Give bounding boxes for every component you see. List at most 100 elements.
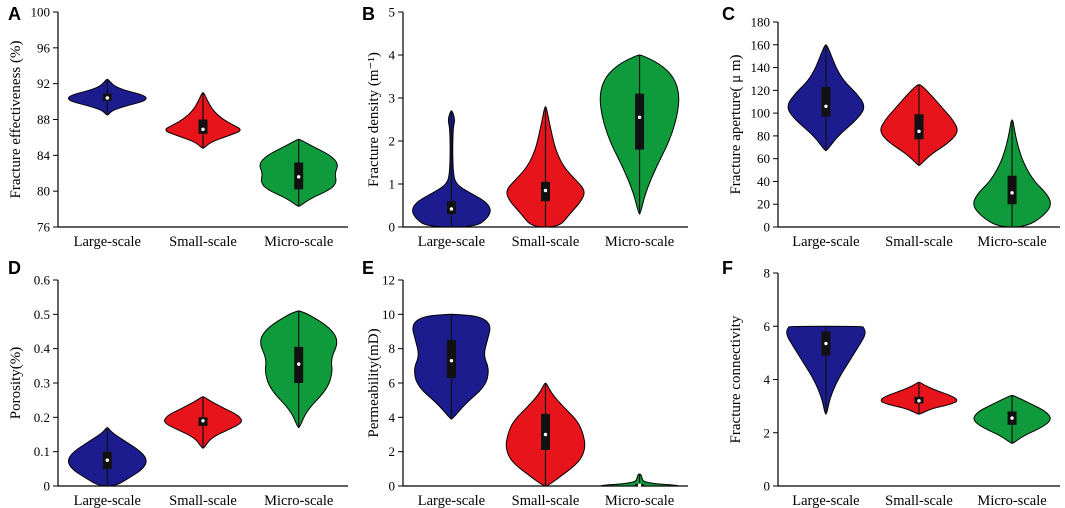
y-tick-label: 4 xyxy=(764,372,771,387)
iqr-box xyxy=(446,340,456,378)
y-tick-label: 120 xyxy=(751,83,771,98)
y-tick-label: 1 xyxy=(389,177,396,192)
x-category-label: Small-scale xyxy=(885,234,953,250)
y-tick-label: 3 xyxy=(389,91,396,106)
median-marker xyxy=(105,96,110,100)
panel-b: B Fracture density (m⁻¹) 0 1 2 3 4 5 Large-scale… xyxy=(362,4,688,250)
x-category-label: Micro-scale xyxy=(605,493,674,508)
y-tick-label: 2 xyxy=(389,134,396,149)
x-category-label: Micro-scale xyxy=(977,234,1046,250)
y-tick-label: 6 xyxy=(389,376,396,391)
x-category-label: Large-scale xyxy=(74,493,141,508)
y-tick-label: 6 xyxy=(764,319,771,334)
median-marker xyxy=(824,104,828,108)
x-category-label: Micro-scale xyxy=(264,493,333,508)
x-category-label: Small-scale xyxy=(512,234,580,250)
y-tick-label: 2 xyxy=(389,444,396,459)
iqr-box xyxy=(198,119,208,134)
median-marker xyxy=(201,127,205,132)
median-marker xyxy=(637,483,642,487)
panel-letter: B xyxy=(362,4,375,24)
x-category-label: Large-scale xyxy=(418,234,485,250)
y-axis-label: Porosity(%) xyxy=(8,347,24,420)
x-category-label: Small-scale xyxy=(885,493,953,508)
iqr-box xyxy=(541,413,550,450)
median-marker xyxy=(201,419,205,423)
y-tick-label: 5 xyxy=(389,5,396,20)
y-tick-label: 96 xyxy=(37,40,51,55)
panel-letter: F xyxy=(722,258,733,278)
y-axis-label: Permeability(mD) xyxy=(366,328,382,437)
y-tick-label: 8 xyxy=(764,266,771,281)
iqr-box xyxy=(1007,175,1017,205)
y-tick-label: 76 xyxy=(37,220,51,235)
y-tick-label: 0.6 xyxy=(34,273,51,288)
y-axis-label: Fracture connectivity xyxy=(728,315,744,443)
median-marker xyxy=(1010,416,1014,420)
y-tick-label: 160 xyxy=(751,37,771,52)
panel-c: C Fracture aperture( μ m) 0 20 40 60 80 100 120 1… xyxy=(722,4,1060,250)
y-tick-label: 10 xyxy=(382,307,395,322)
panel-e: E Permeability(mD) 0 2 4 6 8 10 12 Large-scale Sma… xyxy=(362,258,688,508)
y-axis-label: Fracture aperture( μ m) xyxy=(728,54,744,194)
y-tick-label: 0.4 xyxy=(34,341,51,356)
panel-d: D Porosity(%) 0 0.1 0.2 0.3 0.4 0.5 0.6 Large-sca… xyxy=(8,258,348,508)
median-marker xyxy=(1010,191,1014,195)
median-marker xyxy=(917,129,921,134)
median-marker xyxy=(637,115,642,120)
y-tick-label: 0 xyxy=(389,479,396,494)
y-tick-label: 2 xyxy=(764,425,771,440)
y-tick-label: 60 xyxy=(757,151,770,166)
y-tick-label: 0 xyxy=(389,220,396,235)
y-tick-label: 4 xyxy=(389,410,396,425)
panel-letter: E xyxy=(362,258,374,278)
panel-letter: A xyxy=(8,4,21,24)
y-tick-label: 100 xyxy=(751,106,771,121)
y-tick-label: 0 xyxy=(764,479,771,494)
iqr-box xyxy=(914,114,924,140)
median-marker xyxy=(824,341,828,346)
y-tick-label: 0.3 xyxy=(34,376,50,391)
x-category-label: Small-scale xyxy=(169,493,237,508)
x-category-label: Large-scale xyxy=(418,493,485,508)
y-tick-label: 0.2 xyxy=(34,410,50,425)
x-category-label: Large-scale xyxy=(74,234,141,250)
y-tick-label: 0 xyxy=(764,220,771,235)
x-category-label: Micro-scale xyxy=(264,234,333,250)
y-tick-label: 8 xyxy=(389,341,396,356)
y-tick-label: 0.1 xyxy=(34,444,50,459)
x-category-label: Micro-scale xyxy=(605,234,674,250)
y-tick-label: 92 xyxy=(37,76,50,91)
x-category-label: Small-scale xyxy=(169,234,237,250)
median-marker xyxy=(917,399,921,403)
panel-letter: C xyxy=(722,4,735,24)
median-marker xyxy=(449,207,454,211)
iqr-box xyxy=(635,93,645,150)
y-axis-label: Fracture effectiveness (%) xyxy=(8,41,24,199)
x-category-label: Large-scale xyxy=(792,493,859,508)
y-tick-label: 0.5 xyxy=(34,307,50,322)
x-category-label: Large-scale xyxy=(792,234,859,250)
y-tick-label: 100 xyxy=(31,5,51,20)
panel-a: A Fracture effectiveness (%) 76 80 84 88 92 96 1… xyxy=(8,4,348,250)
y-axis-label: Fracture density (m⁻¹) xyxy=(366,52,382,187)
y-tick-label: 20 xyxy=(757,197,770,212)
y-tick-label: 80 xyxy=(757,128,770,143)
x-category-label: Small-scale xyxy=(512,493,580,508)
median-marker xyxy=(105,458,110,462)
iqr-box xyxy=(821,86,831,117)
y-tick-label: 80 xyxy=(37,184,50,199)
y-tick-label: 88 xyxy=(37,112,50,127)
x-category-label: Micro-scale xyxy=(977,493,1046,508)
y-tick-label: 40 xyxy=(757,174,770,189)
median-marker xyxy=(297,175,301,179)
panel-f: F Fracture connectivity 0 2 4 6 8 Large-scale Sm… xyxy=(722,258,1060,508)
y-tick-label: 0 xyxy=(44,479,51,494)
panel-letter: D xyxy=(8,258,21,278)
median-marker xyxy=(449,358,454,363)
median-marker xyxy=(297,362,301,366)
y-tick-label: 140 xyxy=(751,60,771,75)
median-marker xyxy=(543,188,548,193)
y-tick-label: 180 xyxy=(751,15,771,30)
